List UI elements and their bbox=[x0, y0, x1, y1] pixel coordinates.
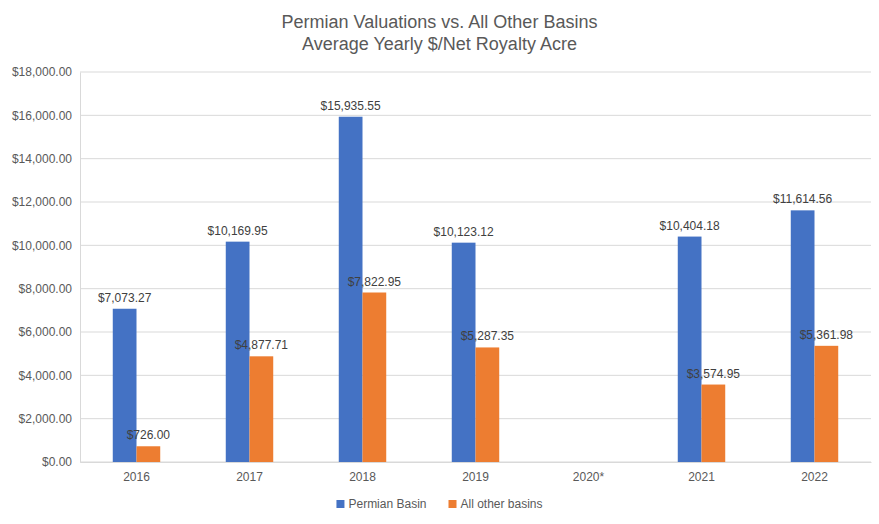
y-tick-label: $8,000.00 bbox=[19, 282, 73, 296]
y-axis: $0.00 $2,000.00 $4,000.00 $6,000.00 $8,000.0… bbox=[12, 65, 81, 469]
y-tick: $2,000.00 bbox=[19, 412, 80, 426]
y-tick-label: $16,000.00 bbox=[12, 109, 72, 123]
data-label: $15,935.55 bbox=[321, 99, 381, 113]
bar bbox=[363, 293, 387, 462]
y-tick: $14,000.00 bbox=[12, 152, 80, 166]
x-tick: 2021 bbox=[688, 462, 715, 484]
chart: Permian Valuations vs. All Other BasinsA… bbox=[0, 0, 879, 524]
legend-swatch bbox=[449, 500, 457, 508]
x-tick-label: 2016 bbox=[123, 470, 150, 484]
legend: Permian Basin All other basins bbox=[336, 497, 542, 511]
y-tick-label: $6,000.00 bbox=[19, 325, 73, 339]
x-tick-label: 2021 bbox=[688, 470, 715, 484]
legend-item: All other basins bbox=[449, 497, 543, 511]
y-tick-label: $4,000.00 bbox=[19, 369, 73, 383]
data-label: $10,123.12 bbox=[434, 225, 494, 239]
x-tick-label: 2020* bbox=[573, 470, 605, 484]
data-label: $7,073.27 bbox=[98, 291, 152, 305]
bar bbox=[250, 356, 274, 462]
grid-line bbox=[80, 72, 871, 73]
bar bbox=[702, 385, 726, 462]
legend-swatch bbox=[336, 500, 344, 508]
x-axis: 2016 2017 2018 2019 2020* 2021 2022 bbox=[81, 462, 872, 484]
y-tick: $16,000.00 bbox=[12, 109, 80, 123]
data-label: $10,404.18 bbox=[660, 219, 720, 233]
x-tick: 2018 bbox=[349, 462, 376, 484]
bar bbox=[678, 237, 702, 462]
grid-line bbox=[80, 202, 871, 203]
data-label: $7,822.95 bbox=[348, 275, 402, 289]
y-tick-label: $10,000.00 bbox=[12, 239, 72, 253]
bar bbox=[452, 243, 476, 462]
bar bbox=[339, 117, 363, 462]
data-label: $4,877.71 bbox=[235, 338, 289, 352]
legend-item: Permian Basin bbox=[336, 497, 426, 511]
x-tick: 2022 bbox=[801, 462, 828, 484]
data-label: $11,614.56 bbox=[773, 192, 832, 206]
data-label: $3,574.95 bbox=[687, 367, 741, 381]
data-label: $726.00 bbox=[127, 428, 171, 442]
y-axis-line bbox=[80, 73, 81, 463]
data-label: $5,287.35 bbox=[461, 329, 515, 343]
bar bbox=[815, 346, 839, 462]
legend-label: Permian Basin bbox=[348, 497, 426, 511]
y-tick: $10,000.00 bbox=[12, 239, 80, 253]
x-tick-label: 2018 bbox=[349, 470, 376, 484]
bar bbox=[476, 347, 500, 462]
y-tick: $8,000.00 bbox=[19, 282, 80, 296]
y-tick-label: $0.00 bbox=[42, 455, 72, 469]
y-tick: $18,000.00 bbox=[12, 65, 80, 79]
x-tick: 2020* bbox=[573, 462, 605, 484]
bars bbox=[113, 117, 838, 462]
data-label: $5,361.98 bbox=[800, 328, 854, 342]
y-tick-label: $12,000.00 bbox=[12, 195, 72, 209]
grid-line bbox=[80, 158, 871, 159]
title: Permian Valuations vs. All Other Basins bbox=[282, 12, 598, 32]
data-labels: $7,073.27 $10,169.95 $15,935.55 $10,123.12 $… bbox=[98, 99, 853, 443]
y-tick: $4,000.00 bbox=[19, 369, 80, 383]
x-tick-label: 2017 bbox=[236, 470, 263, 484]
y-tick: $0.00 bbox=[42, 455, 80, 469]
subtitle: Average Yearly $/Net Royalty Acre bbox=[302, 34, 577, 54]
y-tick-label: $2,000.00 bbox=[19, 412, 73, 426]
y-tick-label: $14,000.00 bbox=[12, 152, 72, 166]
x-tick: 2016 bbox=[123, 462, 150, 484]
x-tick-label: 2022 bbox=[801, 470, 828, 484]
y-tick-label: $18,000.00 bbox=[12, 65, 72, 79]
y-tick: $12,000.00 bbox=[12, 195, 80, 209]
data-label: $10,169.95 bbox=[208, 224, 268, 238]
x-tick: 2017 bbox=[236, 462, 263, 484]
legend-label: All other basins bbox=[461, 497, 543, 511]
grid-line bbox=[80, 115, 871, 116]
x-tick-label: 2019 bbox=[462, 470, 489, 484]
grid bbox=[80, 72, 871, 462]
x-axis-line bbox=[81, 462, 872, 463]
y-tick: $6,000.00 bbox=[19, 325, 80, 339]
bar bbox=[137, 446, 161, 462]
plot: $0.00 $2,000.00 $4,000.00 $6,000.00 $8,000.0… bbox=[12, 65, 872, 483]
x-tick: 2019 bbox=[462, 462, 489, 484]
